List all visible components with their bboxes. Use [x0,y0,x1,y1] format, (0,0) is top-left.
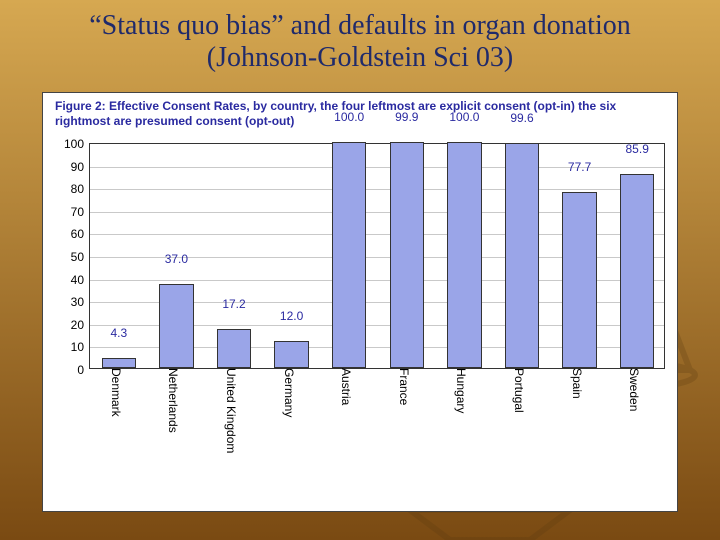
x-category-label: Austria [339,368,359,405]
y-tick-label: 30 [71,295,90,309]
bar-value-label: 77.7 [568,160,591,176]
y-tick-label: 100 [64,137,90,151]
slide: “Status quo bias” and defaults in organ … [0,0,720,540]
bar [620,174,655,368]
y-tick-label: 40 [71,273,90,287]
bar-value-label: 12.0 [280,309,303,325]
bar-value-label: 4.3 [110,326,127,342]
y-tick-label: 20 [71,318,90,332]
slide-title: “Status quo bias” and defaults in organ … [0,10,720,74]
y-tick-label: 0 [77,363,90,377]
bar [390,142,425,368]
x-category-label: United Kingdom [224,368,244,453]
y-tick-label: 10 [71,340,90,354]
bar-value-label: 99.6 [510,111,533,127]
bar [274,341,309,368]
y-tick-label: 70 [71,205,90,219]
y-tick-label: 90 [71,160,90,174]
x-category-label: Denmark [109,368,129,417]
grid-line [90,189,664,190]
x-category-label: Portugal [512,368,532,413]
bar [332,142,367,368]
bar [217,329,252,368]
bar-value-label: 100.0 [449,110,479,126]
bar-value-label: 99.9 [395,110,418,126]
bar-value-label: 17.2 [222,297,245,313]
bar [505,143,540,368]
bar-value-label: 37.0 [165,252,188,268]
bar [102,358,137,368]
bar [447,142,482,368]
figure-box: Figure 2: Effective Consent Rates, by co… [42,92,678,512]
y-tick-label: 60 [71,227,90,241]
y-tick-label: 50 [71,250,90,264]
x-category-label: Sweden [627,368,647,411]
x-category-label: France [397,368,417,405]
plot-area: 01020304050607080901004.3Denmark37.0Neth… [89,143,665,369]
bar [562,192,597,368]
bar-value-label: 100.0 [334,110,364,126]
bar-value-label: 85.9 [626,142,649,158]
x-category-label: Hungary [454,368,474,413]
bar [159,284,194,368]
x-category-label: Netherlands [166,368,186,433]
x-category-label: Germany [282,368,302,417]
y-tick-label: 80 [71,182,90,196]
x-category-label: Spain [570,368,590,399]
